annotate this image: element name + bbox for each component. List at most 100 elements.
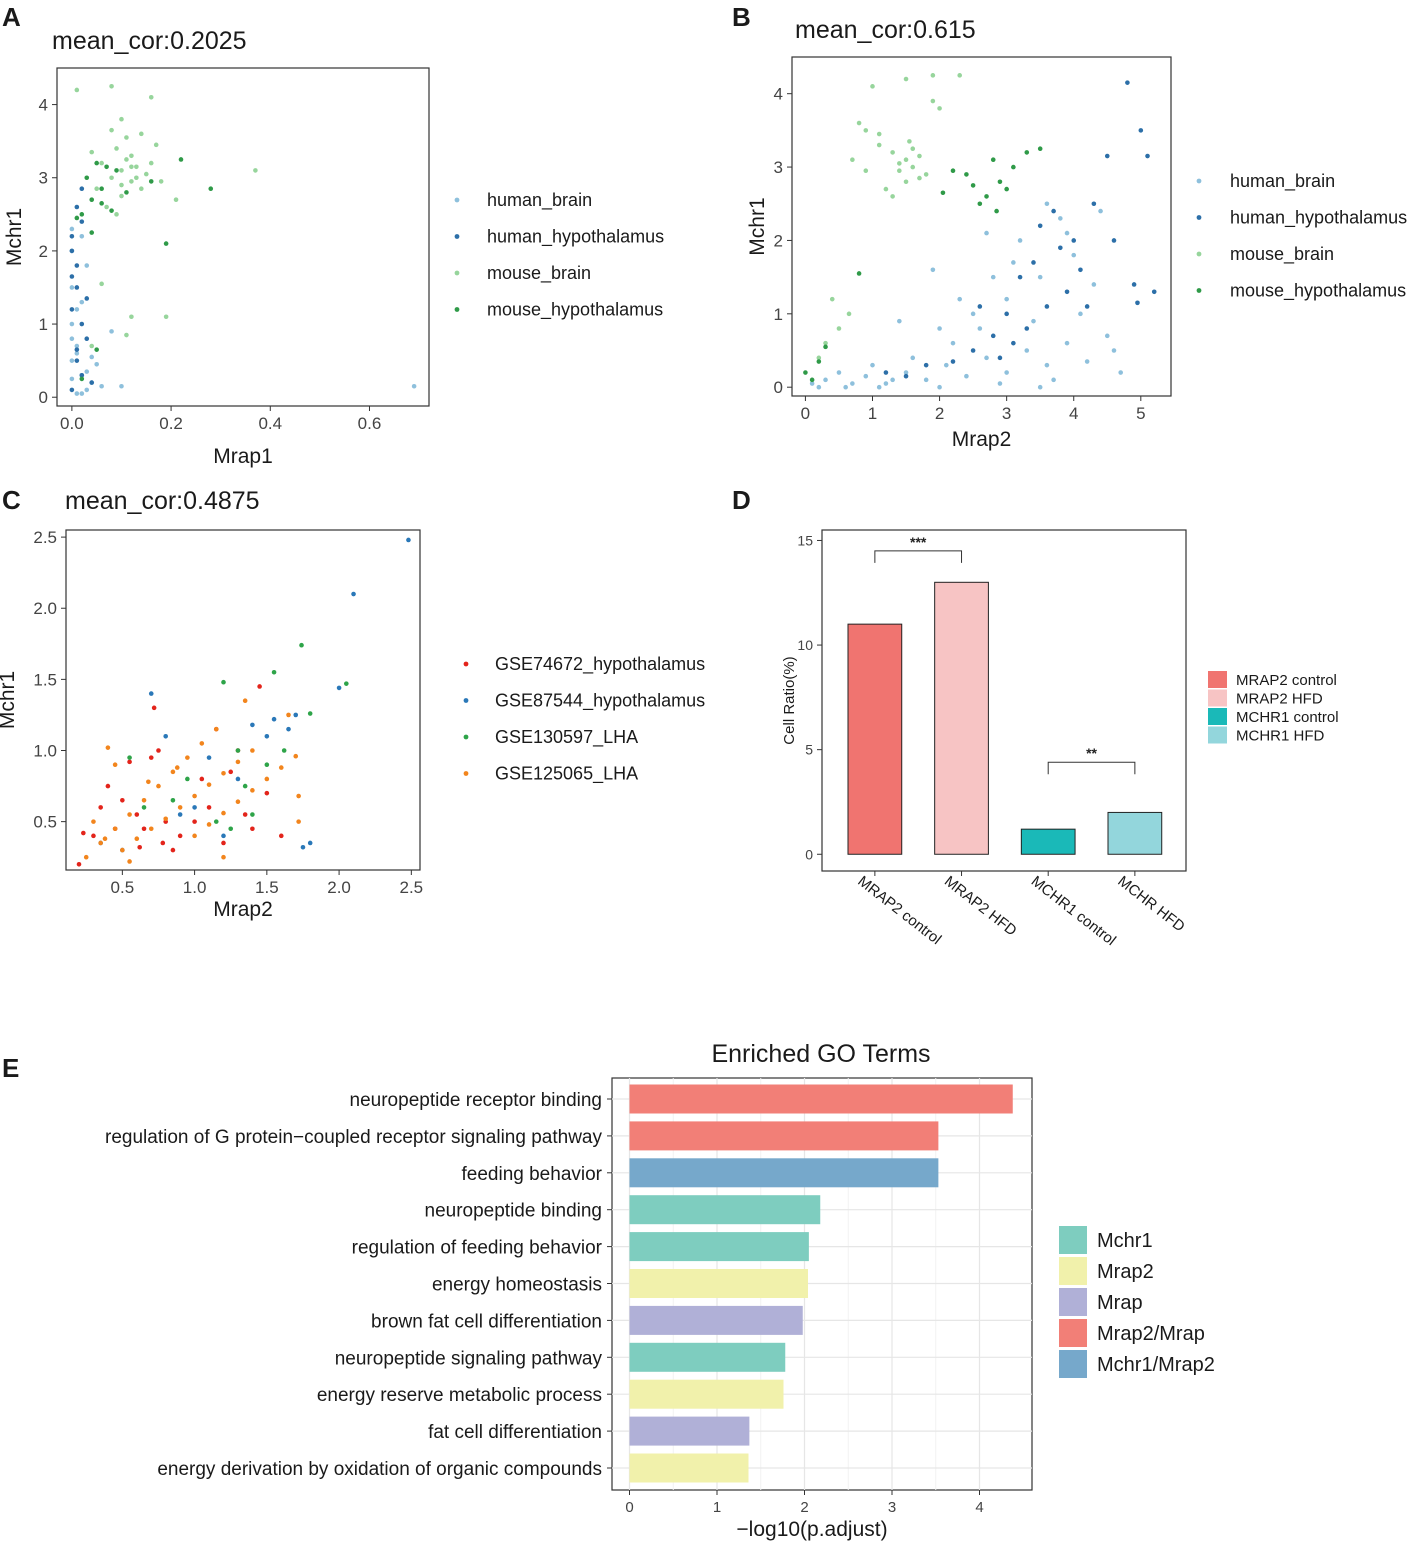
legend-key bbox=[463, 734, 469, 740]
legend-label: MRAP2 control bbox=[1236, 672, 1337, 689]
data-point bbox=[823, 377, 828, 383]
data-point bbox=[1131, 282, 1137, 287]
data-point bbox=[883, 381, 889, 386]
panel-letter-a: A bbox=[2, 2, 21, 32]
data-point bbox=[803, 370, 808, 375]
data-point bbox=[943, 362, 949, 368]
data-point bbox=[99, 281, 104, 287]
x-tick-label: 1.0 bbox=[183, 878, 207, 897]
data-point bbox=[856, 120, 862, 126]
data-point bbox=[1037, 223, 1043, 229]
data-point bbox=[134, 164, 139, 170]
data-point bbox=[109, 175, 114, 181]
x-axis-label: Mrap1 bbox=[213, 445, 273, 468]
category-label: regulation of G protein−coupled receptor… bbox=[105, 1127, 602, 1148]
x-tick-label: 0.0 bbox=[60, 414, 84, 433]
data-point bbox=[990, 157, 996, 163]
data-point bbox=[124, 332, 129, 338]
data-point bbox=[1138, 128, 1144, 133]
x-tick-label: 0.5 bbox=[111, 878, 135, 897]
y-tick-label: 0 bbox=[805, 846, 813, 862]
data-point bbox=[109, 127, 114, 133]
data-point bbox=[99, 160, 104, 166]
data-point bbox=[1004, 370, 1009, 375]
data-point bbox=[163, 241, 169, 246]
data-point bbox=[286, 726, 291, 732]
data-point bbox=[114, 168, 119, 173]
data-point bbox=[112, 826, 118, 832]
bar bbox=[629, 1453, 749, 1483]
significance-label: *** bbox=[910, 534, 927, 550]
x-tick-label: 4 bbox=[1069, 404, 1078, 423]
data-point bbox=[119, 116, 124, 122]
data-point bbox=[84, 296, 90, 301]
y-tick-label: 1.5 bbox=[33, 670, 57, 689]
legend-swatch bbox=[1208, 708, 1227, 725]
data-point bbox=[264, 733, 270, 739]
data-point bbox=[242, 783, 248, 789]
data-point bbox=[1111, 348, 1117, 353]
data-point bbox=[143, 171, 149, 177]
data-point bbox=[84, 369, 90, 374]
y-axis-label: Mchr1 bbox=[746, 197, 769, 255]
data-point bbox=[114, 212, 119, 217]
data-point bbox=[1078, 311, 1083, 317]
data-point bbox=[120, 847, 125, 853]
data-point bbox=[69, 274, 75, 279]
data-point bbox=[163, 816, 168, 822]
data-point bbox=[836, 326, 842, 331]
category-label: energy homeostasis bbox=[432, 1275, 602, 1296]
data-point bbox=[278, 833, 284, 839]
bar bbox=[629, 1416, 750, 1446]
data-point bbox=[69, 387, 75, 393]
chart-title: mean_cor:0.615 bbox=[795, 16, 976, 44]
data-point bbox=[156, 783, 161, 789]
data-point bbox=[940, 190, 946, 196]
data-point bbox=[307, 840, 313, 846]
data-point bbox=[199, 776, 205, 782]
legend-label: mouse_brain bbox=[1230, 244, 1334, 265]
x-axis-label: Mrap2 bbox=[952, 428, 1012, 451]
legend-label: human_hypothalamus bbox=[1230, 208, 1407, 229]
y-tick-label: 0.5 bbox=[33, 813, 57, 832]
data-point bbox=[109, 83, 114, 89]
data-point bbox=[221, 679, 226, 685]
data-point bbox=[206, 782, 212, 787]
x-tick-label: MCHR1 control bbox=[1028, 873, 1119, 950]
data-point bbox=[69, 307, 75, 312]
legend-swatch bbox=[1208, 726, 1227, 744]
data-point bbox=[94, 361, 99, 367]
data-point bbox=[160, 840, 166, 846]
data-point bbox=[1071, 238, 1077, 243]
data-point bbox=[836, 370, 842, 375]
data-point bbox=[997, 179, 1003, 185]
x-tick-label: 1 bbox=[868, 404, 877, 423]
data-point bbox=[1104, 153, 1110, 159]
category-label: energy derivation by oxidation of organi… bbox=[157, 1459, 602, 1480]
data-point bbox=[1024, 326, 1030, 331]
bar bbox=[629, 1158, 939, 1188]
data-point bbox=[293, 712, 299, 718]
data-point bbox=[1004, 186, 1009, 192]
data-point bbox=[930, 98, 936, 104]
data-point bbox=[119, 383, 124, 389]
data-point bbox=[89, 343, 95, 349]
data-point bbox=[235, 748, 241, 753]
data-point bbox=[923, 172, 929, 177]
legend-label: MRAP2 HFD bbox=[1236, 691, 1323, 708]
legend-key bbox=[1196, 215, 1202, 220]
y-tick-label: 2 bbox=[774, 231, 783, 250]
legend-label: GSE125065_LHA bbox=[495, 764, 638, 785]
legend-swatch bbox=[1059, 1288, 1087, 1316]
x-tick-label: 1 bbox=[713, 1499, 721, 1516]
data-point bbox=[148, 179, 154, 184]
y-tick-label: 10 bbox=[797, 637, 813, 653]
data-point bbox=[910, 146, 916, 152]
data-point bbox=[105, 783, 111, 789]
x-tick-label: MCHR HFD bbox=[1114, 873, 1188, 936]
data-point bbox=[950, 340, 956, 346]
data-point bbox=[228, 769, 234, 775]
bar bbox=[1020, 828, 1076, 855]
data-point bbox=[897, 168, 902, 174]
data-point bbox=[192, 819, 197, 824]
